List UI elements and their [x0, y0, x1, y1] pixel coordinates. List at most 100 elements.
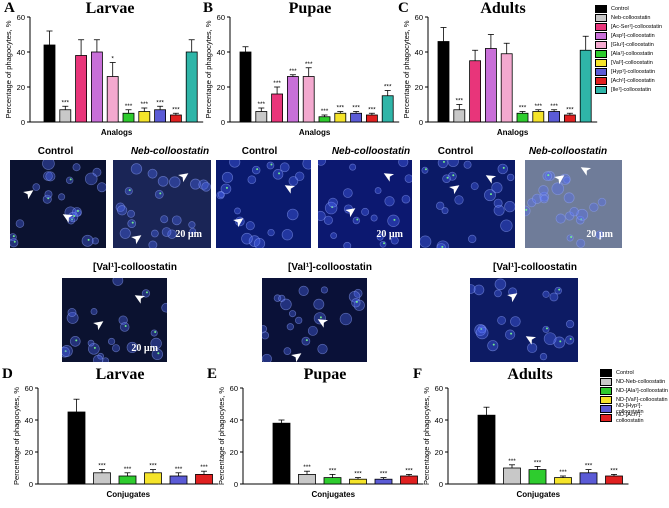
y-axis-label: Percentage of phagocytes, %: [217, 387, 226, 485]
cell-drawing: [262, 285, 365, 362]
cell: [157, 175, 169, 187]
panel-title-e: Pupae: [303, 366, 347, 383]
legend-label: Control: [611, 5, 629, 12]
significance-label: ***: [405, 467, 413, 474]
y-tick-label: 0: [21, 118, 25, 127]
bar-8: [169, 114, 182, 123]
cell: [119, 322, 130, 332]
cell: [150, 337, 162, 350]
significance-label: ***: [384, 84, 392, 91]
bar-3: [91, 51, 103, 123]
legend-entry: Neb-colloostatin: [595, 13, 669, 22]
cell: [484, 189, 496, 202]
micro-title-val-c: [Val¹]-colloostatin: [493, 262, 577, 273]
significance-label: ***: [550, 103, 558, 110]
cell: [281, 229, 293, 241]
cell: [318, 160, 327, 166]
bar-3: [144, 472, 162, 485]
legend-label: [Asp¹]-colloostatin: [611, 32, 655, 39]
bar-5: [516, 112, 529, 123]
cell: [500, 219, 513, 232]
bead: [547, 174, 550, 177]
bead: [87, 238, 90, 241]
cell: [387, 214, 400, 227]
bead: [93, 346, 96, 349]
cell: [569, 207, 579, 217]
legend-swatch: [600, 413, 612, 422]
cell: [324, 201, 338, 215]
y-axis-label: Percentage of phagocytes, %: [12, 387, 21, 485]
significance-label: ***: [337, 105, 345, 112]
scale-label: 20 µm: [586, 229, 613, 240]
bead: [256, 168, 259, 171]
significance-label: ***: [585, 463, 593, 470]
bar-2: [118, 475, 137, 485]
legend-swatch: [600, 368, 612, 377]
cell: [93, 354, 104, 362]
y-tick-label: 60: [230, 384, 238, 393]
bar-0: [272, 422, 291, 485]
significance-label: ***: [559, 469, 567, 476]
cell: [348, 290, 361, 303]
cell: [288, 310, 297, 318]
legend-label: [Val¹]-colloostatin: [611, 59, 653, 66]
cell: [32, 183, 41, 191]
cell: [330, 232, 338, 240]
significance-label: *: [111, 56, 114, 63]
y-tick-label: 40: [17, 48, 25, 57]
cell: [525, 205, 531, 217]
bead: [446, 176, 449, 179]
cell: [251, 165, 261, 175]
micrograph-larvae-val: ➤ ➤ 20 µm: [62, 278, 167, 362]
significance-label: ***: [354, 471, 362, 478]
cell: [504, 200, 515, 213]
y-tick-label: 20: [17, 83, 25, 92]
cell: [494, 278, 507, 291]
cell: [374, 187, 382, 195]
legend-label: [Ala¹]-colloostatin: [611, 50, 654, 57]
cell: [217, 191, 225, 199]
legend-swatch: [595, 85, 607, 94]
micrograph-larvae-control: ➤ ➤: [10, 160, 106, 248]
panel-letter-d: D: [2, 366, 13, 382]
cell-drawing: [525, 170, 607, 248]
legend-analogs: Control Neb-colloostatin [Ac-Ser¹]-colloos…: [595, 4, 669, 94]
bar-9: [579, 49, 592, 123]
cell: [317, 343, 328, 355]
legend-swatch: [600, 386, 612, 395]
cell: [161, 302, 167, 313]
legend-label: Control: [616, 369, 634, 376]
cell: [539, 191, 550, 202]
bar-4: [374, 478, 393, 485]
cell: [542, 325, 550, 333]
legend-swatch: [600, 395, 612, 404]
cell: [527, 342, 538, 353]
bead: [452, 174, 455, 177]
cell: [112, 344, 120, 353]
bead: [383, 242, 386, 245]
panel-letter-f: F: [413, 366, 423, 382]
cell: [538, 185, 549, 196]
cell-pattern: [525, 160, 622, 248]
y-tick-label: 40: [25, 416, 33, 425]
legend-label: ND-[Ala¹]-colloostatin: [616, 387, 668, 394]
y-tick-label: 60: [415, 13, 423, 22]
legend-entry: [Ile¹]-colloostatin: [595, 85, 669, 94]
panel-title-b: Pupae: [288, 0, 332, 17]
bar-4: [579, 472, 598, 485]
cell: [229, 160, 241, 168]
panel-title-c: Adults: [480, 0, 526, 17]
y-tick-label: 60: [435, 384, 443, 393]
cell: [87, 339, 95, 347]
cell: [116, 205, 128, 216]
bead: [570, 235, 573, 238]
bar-4: [169, 475, 188, 485]
bead: [69, 178, 72, 181]
cell: [91, 237, 99, 245]
significance-label: ***: [156, 99, 164, 106]
cell: [343, 241, 352, 248]
bar-1: [298, 474, 316, 485]
cell-drawing: [318, 160, 412, 248]
bead: [145, 291, 148, 294]
bar-8: [563, 114, 576, 123]
